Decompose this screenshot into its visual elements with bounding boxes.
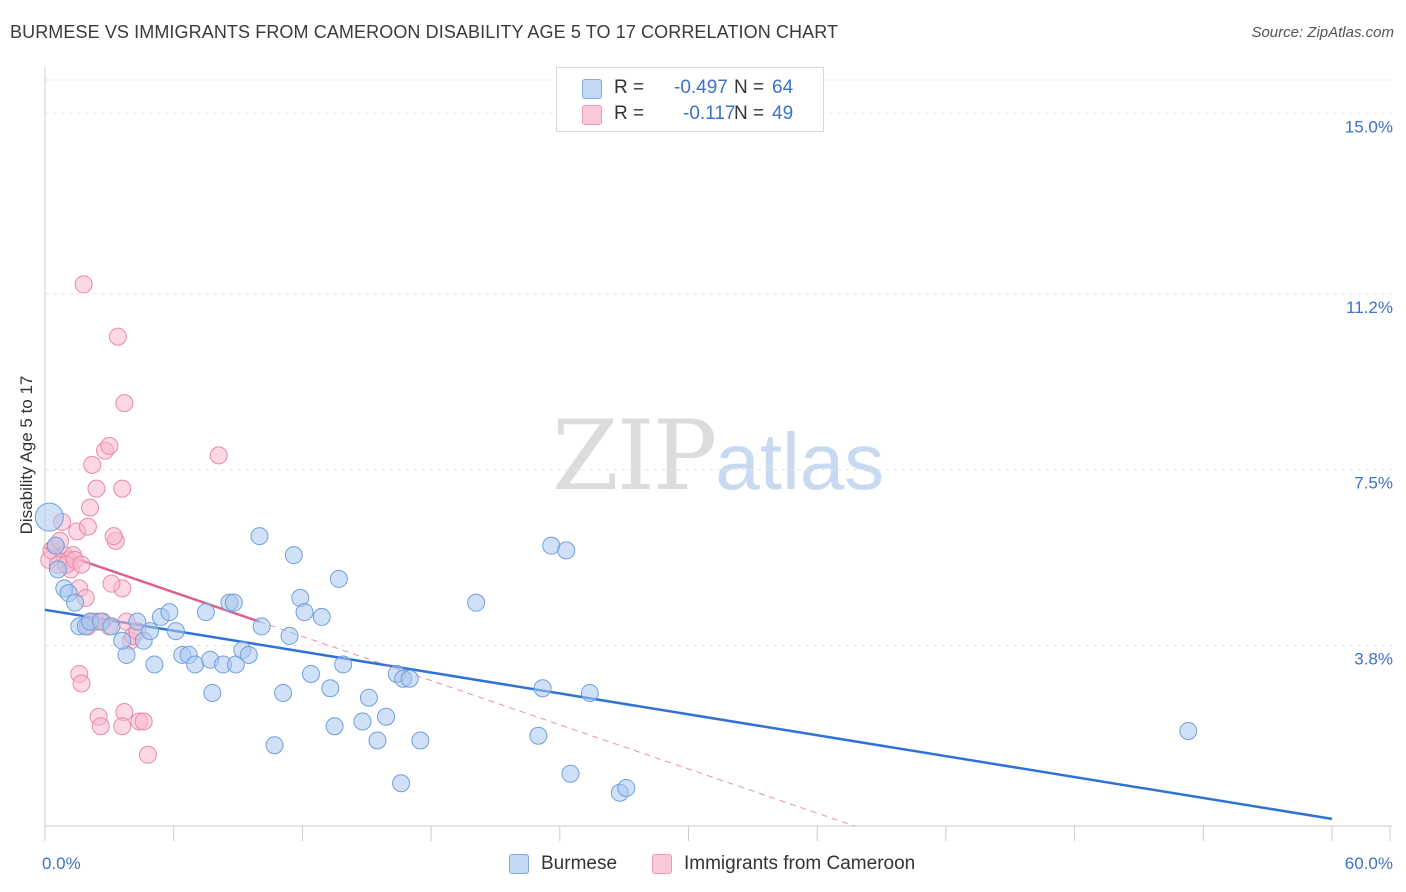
axes <box>44 67 1392 841</box>
burmese-point <box>113 631 132 650</box>
legend-r-label: R = <box>614 103 645 124</box>
burmese-point <box>580 683 599 702</box>
cameroon-point <box>74 275 93 294</box>
cameroon-point <box>115 394 134 413</box>
burmese-point <box>557 541 576 560</box>
burmese-point <box>467 593 486 612</box>
burmese-point <box>542 536 561 555</box>
burmese-point <box>128 612 147 631</box>
burmese-point <box>145 655 164 674</box>
burmese-point <box>166 622 185 641</box>
cameroon-point <box>72 555 91 574</box>
burmese-point <box>295 603 314 622</box>
burmese-point <box>301 664 320 683</box>
burmese-point <box>239 645 258 664</box>
burmese-point <box>66 593 85 612</box>
cameroon-point <box>113 717 132 736</box>
burmese-point <box>186 655 205 674</box>
gridlines <box>45 79 1392 646</box>
y-tick-label: 15.0% <box>1345 117 1393 136</box>
legend-n-value-cameroon: 49 <box>772 103 794 124</box>
burmese-point <box>368 731 387 750</box>
watermark-atlas: atlas <box>715 417 885 506</box>
series-burmese-points <box>34 502 1198 802</box>
cameroon-point <box>104 527 123 546</box>
burmese-point <box>561 764 580 783</box>
legend-n-value-burmese: 64 <box>772 77 794 98</box>
burmese-point <box>265 736 284 755</box>
bottom-legend-label-cameroon: Immigrants from Cameroon <box>684 853 916 874</box>
y-tick-label: 3.8% <box>1354 649 1393 668</box>
burmese-point <box>252 617 271 636</box>
burmese-point <box>250 527 269 546</box>
burmese-point <box>353 712 372 731</box>
burmese-trend-line <box>44 608 1333 821</box>
x-tick-label: 0.0% <box>42 854 81 873</box>
burmese-point <box>274 683 293 702</box>
burmese-point <box>34 502 64 532</box>
burmese-point <box>392 774 411 793</box>
cameroon-point <box>134 712 153 731</box>
legend-swatch-cameroon <box>582 105 602 125</box>
cameroon-point <box>81 498 100 517</box>
burmese-point <box>280 626 299 645</box>
legend-n-label: N = <box>734 77 765 98</box>
bottom-legend-swatch-cameroon <box>652 854 672 874</box>
cameroon-point <box>138 745 157 764</box>
cameroon-point <box>83 455 102 474</box>
cameroon-point <box>113 479 132 498</box>
cameroon-point <box>78 517 97 536</box>
burmese-point <box>203 683 222 702</box>
burmese-point <box>160 603 179 622</box>
cameroon-point <box>100 436 119 455</box>
bottom-legend-label-burmese: Burmese <box>541 853 618 874</box>
legend-swatch-burmese <box>582 79 602 99</box>
legend-r-value-burmese: -0.497 <box>674 77 728 98</box>
burmese-point <box>400 669 419 688</box>
bottom-legend-swatch-burmese <box>509 854 529 874</box>
watermark: ZIPatlas <box>552 400 884 512</box>
x-tick-label: 60.0% <box>1345 854 1393 873</box>
cameroon-point <box>102 574 121 593</box>
cameroon-point <box>91 717 110 736</box>
burmese-point <box>102 617 121 636</box>
tick-labels: 3.8% 7.5% 11.2% 15.0% 0.0% 60.0% <box>42 117 1393 873</box>
cameroon-point <box>209 446 228 465</box>
legend-r-value-cameroon: -0.117 <box>683 103 736 124</box>
legend-n-label: N = <box>734 103 765 124</box>
burmese-point <box>329 569 348 588</box>
cameroon-point <box>87 479 106 498</box>
burmese-point <box>141 622 160 641</box>
y-tick-label: 7.5% <box>1354 474 1393 493</box>
burmese-point <box>1179 721 1198 740</box>
burmese-point <box>312 607 331 626</box>
cameroon-point <box>108 327 127 346</box>
trend-lines <box>44 546 1333 827</box>
burmese-point <box>334 655 353 674</box>
chart-title: BURMESE VS IMMIGRANTS FROM CAMEROON DISA… <box>10 22 839 42</box>
burmese-point <box>533 679 552 698</box>
correlation-legend: R = -0.497 N = 64 R = -0.117 N = 49 <box>556 67 824 132</box>
legend-r-label: R = <box>614 77 645 98</box>
burmese-point <box>617 778 636 797</box>
watermark-zip: ZIP <box>552 400 717 512</box>
burmese-point <box>196 603 215 622</box>
burmese-point <box>325 717 344 736</box>
burmese-point <box>321 679 340 698</box>
burmese-point <box>359 688 378 707</box>
y-tick-label: 11.2% <box>1346 298 1393 317</box>
burmese-point <box>46 536 65 555</box>
burmese-point <box>48 560 67 579</box>
series-cameroon-points <box>40 275 228 764</box>
cameroon-point <box>72 674 91 693</box>
cameroon-trend-extension <box>259 621 855 827</box>
burmese-point <box>529 726 548 745</box>
burmese-point <box>284 546 303 565</box>
source-label: Source: ZipAtlas.com <box>1251 24 1394 41</box>
burmese-point <box>411 731 430 750</box>
y-axis-label: Disability Age 5 to 17 <box>17 375 36 535</box>
burmese-point <box>224 593 243 612</box>
burmese-point <box>377 707 396 726</box>
